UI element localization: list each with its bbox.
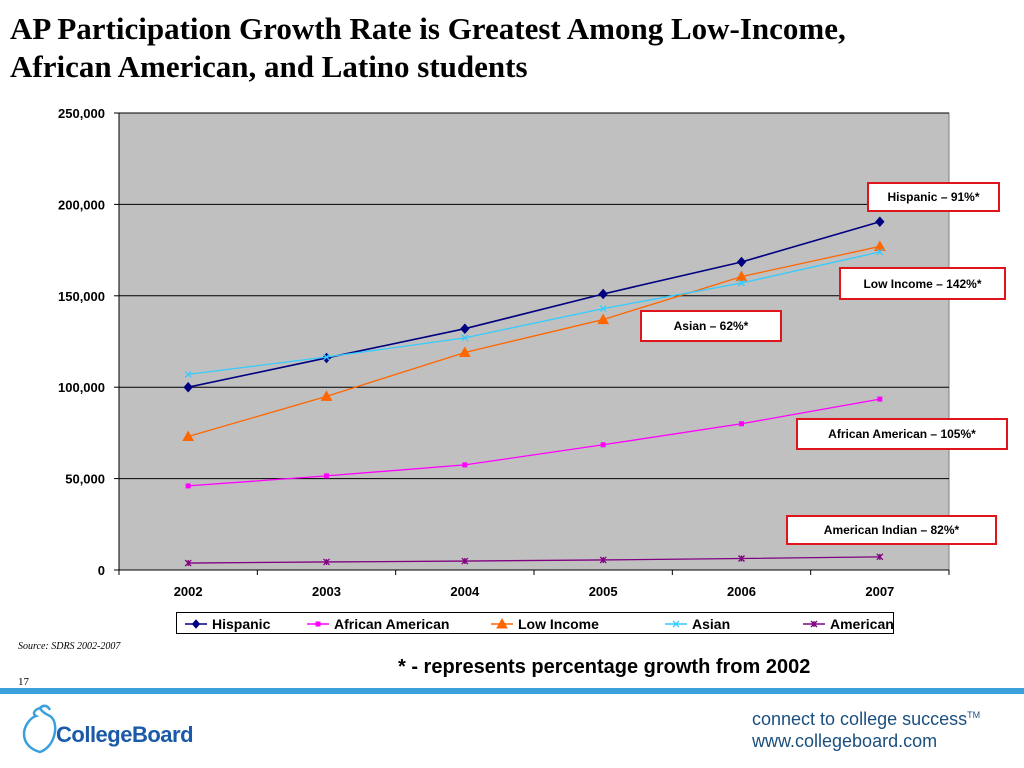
y-tick-label: 0 [98, 563, 105, 578]
tagline-line-1: connect to college success [752, 709, 968, 729]
legend-item-low-income: Low Income [491, 616, 599, 632]
series-line-low-income [187, 245, 880, 438]
data-point-african-american [739, 421, 744, 427]
footer-rule [0, 688, 1024, 694]
legend-marker [672, 620, 680, 628]
data-point-african-american [600, 442, 606, 448]
data-point-american-indian [738, 555, 745, 562]
legend-label: Hispanic [212, 616, 271, 632]
x-tick-label: 2007 [865, 584, 894, 599]
legend-label: American Indian [830, 616, 895, 632]
tagline-url: www.collegeboard.com [752, 731, 938, 751]
y-tick-label: 50,000 [65, 472, 105, 487]
chart-legend: Hispanic African American Low Income Asian A… [176, 612, 895, 634]
trademark: TM [967, 710, 981, 720]
data-point-american-indian [323, 558, 330, 566]
series-group [182, 216, 886, 567]
title-line-1: AP Participation Growth Rate is Greatest… [10, 11, 846, 46]
data-point-asian [184, 370, 192, 378]
tagline: connect to college successTM www.college… [752, 704, 980, 752]
x-tick-label: 2003 [312, 584, 341, 599]
legend-item-african-american: African American [307, 616, 449, 632]
data-point-low-income [458, 346, 471, 357]
legend-item-american-indian: American Indian [803, 616, 895, 632]
data-point-low-income [182, 430, 195, 442]
callout-american-indian: American Indian – 82%* [786, 515, 997, 545]
data-point-asian [461, 334, 469, 342]
data-point-asian [876, 248, 884, 256]
data-point-american-indian [184, 559, 192, 567]
x-tick-label: 2004 [450, 584, 480, 599]
data-point-asian [323, 353, 330, 361]
data-point-low-income [735, 270, 748, 282]
data-point-asian [738, 279, 745, 287]
data-point-american-indian [876, 553, 884, 561]
data-point-hispanic [598, 288, 608, 300]
data-point-hispanic [736, 256, 747, 268]
callout-african-american: African American – 105%* [796, 418, 1008, 450]
legend-item-asian: Asian [665, 616, 730, 632]
legend-item-hispanic: Hispanic [185, 616, 271, 632]
series-line-asian [188, 251, 880, 376]
callout-hispanic: Hispanic – 91%* [867, 182, 1000, 212]
x-tick-label: 2006 [727, 584, 756, 599]
legend-marker [191, 619, 201, 629]
y-axis: 0 50,000 100,000 150,000 200,000 250,000 [58, 106, 120, 578]
collegeboard-logo: CollegeBoard [20, 702, 220, 764]
legend-marker [810, 620, 818, 628]
series-asian [184, 248, 884, 378]
series-african-american [185, 396, 883, 489]
series-line-hispanic [188, 220, 881, 388]
y-tick-label: 250,000 [58, 106, 105, 121]
data-point-hispanic [183, 381, 193, 393]
data-point-hispanic [875, 216, 885, 228]
x-tick-label: 2005 [589, 584, 618, 599]
title-line-2: African American, and Latino students [10, 49, 528, 84]
y-tick-label: 200,000 [58, 197, 105, 212]
legend-marker [315, 621, 321, 627]
data-point-african-american [462, 462, 468, 468]
x-axis: 2002 2003 2004 2005 2006 2007 [118, 569, 950, 599]
footnote: * - represents percentage growth from 20… [398, 656, 811, 678]
data-point-american-indian [461, 557, 469, 565]
data-point-low-income [873, 240, 886, 251]
data-point-african-american [185, 483, 191, 489]
data-point-low-income [597, 313, 610, 325]
legend-label: Low Income [518, 616, 599, 632]
x-tick-label: 2002 [174, 584, 203, 599]
gridlines [119, 112, 949, 480]
slide-number: 17 [18, 676, 29, 688]
y-tick-label: 100,000 [58, 380, 105, 395]
data-point-low-income [320, 390, 333, 401]
legend-marker [496, 617, 508, 629]
series-american-indian [184, 553, 884, 567]
data-point-american-indian [599, 556, 607, 564]
slide-title: AP Participation Growth Rate is Greatest… [10, 10, 1010, 86]
acorn-logo-icon [22, 704, 57, 754]
brand-name: CollegeBoard [56, 722, 194, 747]
series-low-income [182, 240, 886, 442]
legend-label: Asian [692, 616, 730, 632]
y-tick-label: 150,000 [58, 289, 105, 304]
series-hispanic [183, 216, 885, 393]
data-point-african-american [324, 473, 329, 479]
legend-label: African American [334, 616, 449, 632]
series-line-african-american [188, 398, 880, 487]
data-point-hispanic [460, 323, 470, 334]
plot-area [118, 112, 950, 571]
line-chart: 0 50,000 100,000 150,000 200,000 250,000 2002… [58, 106, 950, 599]
series-line-american-indian [188, 556, 880, 564]
callout-low-income: Low Income – 142%* [839, 267, 1006, 300]
callout-asian: Asian – 62%* [640, 310, 782, 342]
data-point-asian [599, 305, 607, 313]
source-note: Source: SDRS 2002-2007 [18, 641, 121, 652]
data-point-african-american [877, 396, 883, 402]
